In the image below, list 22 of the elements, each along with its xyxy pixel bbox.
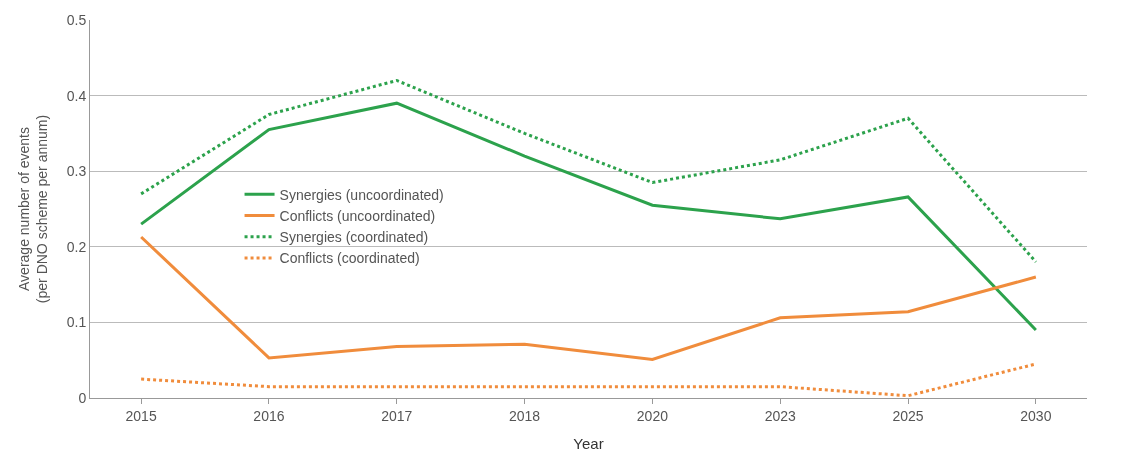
y-tick-label: 0.4: [66, 87, 87, 104]
x-tick-label: 2025: [892, 407, 924, 424]
x-tick-label: 2020: [636, 407, 669, 424]
legend-label: Synergies (coordinated): [279, 229, 429, 246]
y-tick-label: 0.2: [66, 238, 87, 255]
x-axis-title: Year: [573, 434, 604, 452]
x-tick-label: 2016: [253, 407, 285, 424]
x-tick-label: 2018: [509, 407, 541, 424]
y-tick-label: 0.1: [66, 314, 87, 331]
legend-label: Synergies (uncoordinated): [279, 186, 444, 203]
y-tick-label: 0: [78, 389, 87, 406]
x-tick-label: 2015: [125, 407, 157, 424]
x-tick-label: 2023: [764, 407, 797, 424]
line-series: [139, 101, 1038, 332]
y-tick-label: 0.5: [66, 11, 87, 28]
line-series: [139, 78, 1038, 264]
legend-label: Conflicts (coordinated): [279, 250, 420, 267]
x-tick-label: 2030: [1020, 407, 1052, 424]
legend-label: Conflicts (uncoordinated): [279, 208, 436, 225]
y-tick-label: 0.3: [66, 163, 87, 180]
x-tick-label: 2017: [381, 407, 413, 424]
y-axis-title: Average number of events (per DNO scheme per annum): [16, 114, 51, 304]
